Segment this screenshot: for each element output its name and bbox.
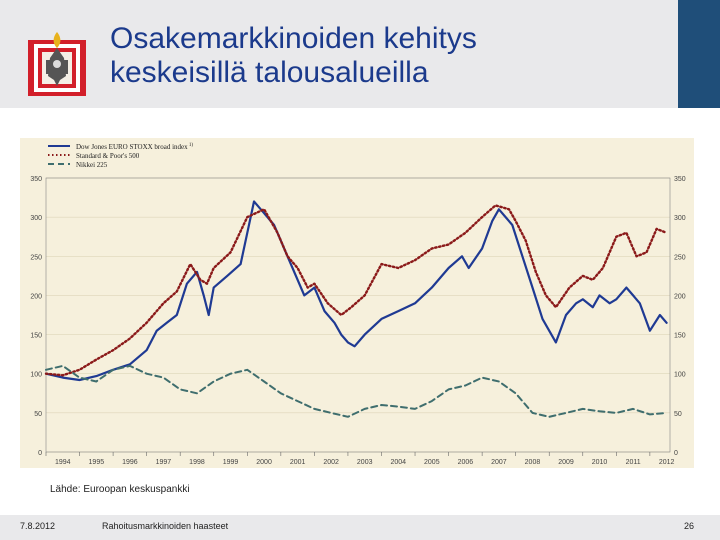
slide-header [0,0,720,108]
slide-title: Osakemarkkinoiden kehitys keskeisillä ta… [110,22,630,90]
y-tick-label-left: 150 [30,333,42,340]
chart-canvas: 0 0 50 50 100 100 150 150 200 200 250 250 300 300 350 3… [20,138,694,468]
source-note: Lähde: Euroopan keskuspankki [50,484,190,495]
x-tick-label: 1995 [89,459,105,466]
y-tick-label-right: 250 [674,254,686,261]
footer-date: 7.8.2012 [20,521,56,531]
x-tick-label: 2007 [491,459,507,466]
x-tick-label: 2012 [659,459,675,466]
x-tick-label: 2009 [558,459,574,466]
x-tick-label: 2010 [592,459,608,466]
legend-label: Nikkei 225 [76,161,108,169]
footer-title: Rahoitusmarkkinoiden haasteet [102,521,229,531]
y-tick-label-left: 50 [34,411,42,418]
x-tick-label: 2011 [626,459,641,466]
y-tick-label-right: 200 [674,293,686,300]
y-tick-label-left: 300 [30,215,42,222]
slide-title-line2: keskeisillä talousalueilla [110,56,429,89]
series-line-dashed [45,364,668,418]
legend-label: Standard & Poor's 500 [76,152,140,160]
y-tick-label-left: 350 [30,176,42,183]
slide-footer: 7.8.2012 Rahoitusmarkkinoiden haasteet 2… [0,515,720,540]
y-tick-label-right: 100 [674,372,686,379]
coat-of-arms-icon [28,32,86,96]
page-number: 26 [684,521,695,531]
x-tick-label: 1999 [223,459,239,466]
x-tick-label: 1998 [189,459,205,466]
x-tick-label: 2001 [290,459,306,466]
x-tick-label: 2003 [357,459,373,466]
x-tick-label: 1997 [156,459,172,466]
y-tick-label-left: 100 [30,372,42,379]
y-tick-label-left: 250 [30,254,42,261]
stock-index-chart: 0 0 50 50 100 100 150 150 200 200 250 250 300 300 350 3… [20,138,694,468]
legend-footnote: 1) [188,143,194,148]
y-tick-label-right: 350 [674,176,686,183]
x-tick-label: 2008 [525,459,541,466]
series-line-dotted [44,204,668,377]
x-tick-label: 2006 [458,459,474,466]
x-tick-label: 2000 [256,459,272,466]
header-accent-bar [678,0,720,108]
plot-frame [45,177,671,453]
y-tick-label-right: 50 [674,411,682,418]
legend-label: Dow Jones EURO STOXX broad index 1) [76,143,193,151]
y-tick-label-left: 0 [38,450,42,457]
y-tick-label-right: 300 [674,215,686,222]
x-tick-label: 2004 [390,459,406,466]
x-tick-label: 2005 [424,459,440,466]
y-tick-label-right: 150 [674,333,686,340]
x-tick-label: 1994 [55,459,71,466]
slide-title-line1: Osakemarkkinoiden kehitys [110,22,477,55]
x-tick-label: 1996 [122,459,138,466]
y-tick-label-right: 0 [674,450,678,457]
y-tick-label-left: 200 [30,293,42,300]
series-line-solid [44,200,668,382]
x-tick-label: 2002 [323,459,339,466]
